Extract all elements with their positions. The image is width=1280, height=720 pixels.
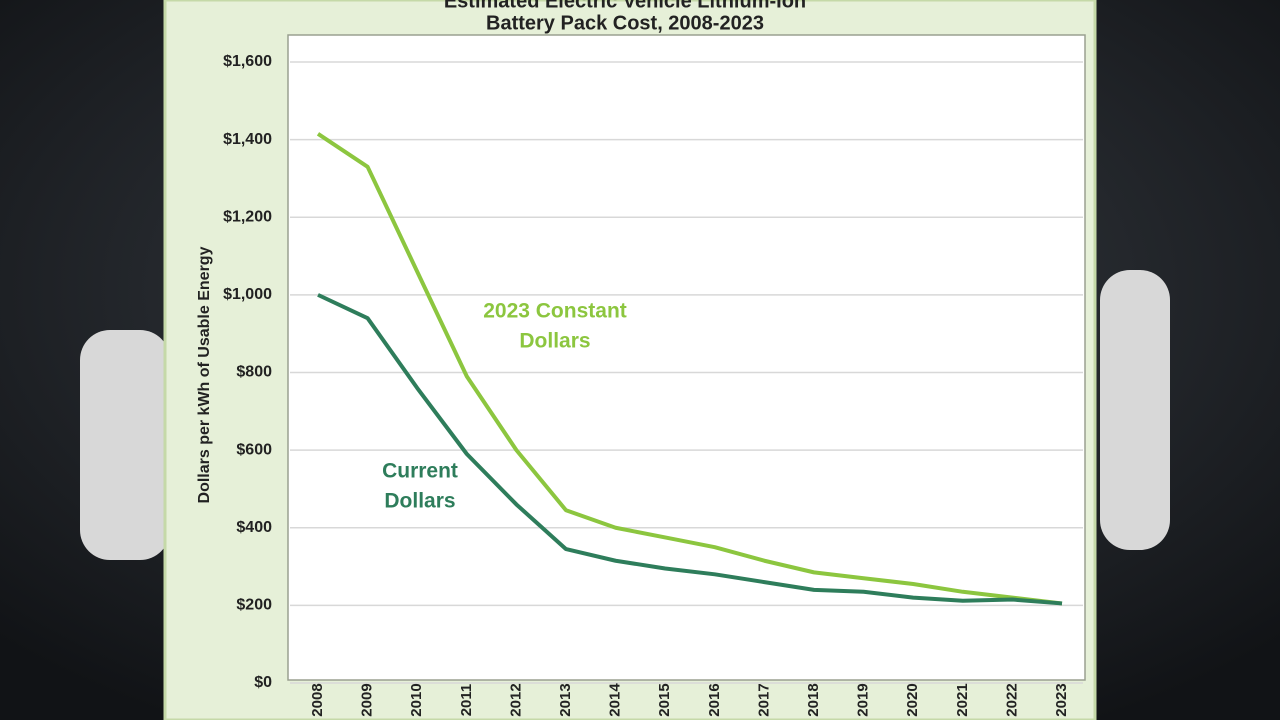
line-series: [317, 293, 1063, 606]
annotation: Current: [382, 460, 458, 483]
line-series: [316, 132, 1063, 606]
x-tick-label: 2014: [607, 683, 624, 717]
y-axis-label: Dollars per kWh of Usable Energy: [196, 246, 213, 503]
y-tick-label: $1,600: [223, 53, 272, 70]
x-tick-label: 2023: [1053, 683, 1070, 716]
annotation: Dollars: [384, 490, 455, 513]
x-tick-label: 2010: [408, 683, 425, 716]
x-tick-label: 2018: [805, 683, 822, 716]
x-tick-label: 2021: [954, 683, 971, 716]
x-tick-label: 2013: [557, 683, 574, 716]
y-tick-label: $1,400: [223, 131, 272, 148]
y-tick-label: $0: [254, 674, 272, 691]
car-shape: [80, 330, 170, 560]
x-tick-label: 2020: [904, 683, 921, 716]
plot-area: [287, 34, 1086, 681]
x-tick-label: 2017: [755, 683, 772, 716]
x-tick-label: 2008: [309, 683, 326, 716]
x-tick-label: 2011: [458, 684, 475, 717]
y-tick-label: $1,000: [223, 286, 272, 303]
x-tick-label: 2009: [359, 683, 376, 716]
y-tick-label: $1,200: [223, 208, 272, 225]
x-tick-label: 2012: [507, 683, 524, 716]
car-shape: [1100, 270, 1170, 550]
x-tick-label: 2015: [656, 683, 673, 716]
x-tick-label: 2016: [706, 683, 723, 716]
annotation: 2023 Constant: [483, 300, 627, 323]
annotation: Dollars: [519, 330, 590, 353]
chart-title: Estimated Electric Vehicle Lithium-Ion: [444, 0, 806, 12]
x-tick-label: 2022: [1003, 683, 1020, 716]
x-tick-label: 2019: [855, 683, 872, 716]
chart-subtitle: Battery Pack Cost, 2008-2023: [486, 12, 764, 34]
y-tick-label: $400: [236, 519, 272, 536]
y-tick-label: $800: [236, 364, 272, 381]
y-tick-label: $200: [236, 597, 272, 614]
y-tick-label: $600: [236, 441, 272, 458]
